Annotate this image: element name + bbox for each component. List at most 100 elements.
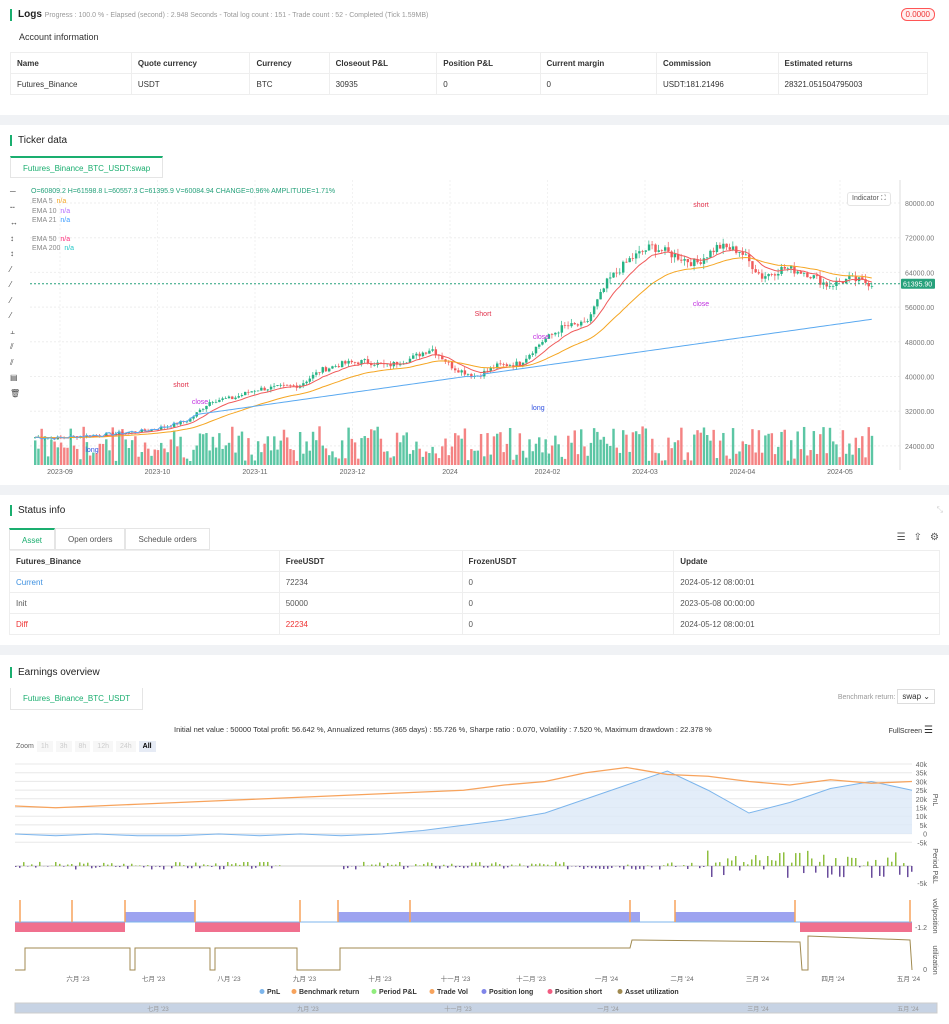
tab-ticker-symbol[interactable]: Futures_Binance_BTC_USDT:swap: [10, 156, 164, 178]
volume-bar: [783, 429, 786, 465]
fullscreen-button[interactable]: FullScreen ☰: [889, 725, 933, 736]
upload-icon[interactable]: ⇪: [913, 532, 923, 543]
period-pnl-bar: [415, 864, 417, 866]
candle: [796, 271, 799, 274]
indicator-button[interactable]: Indicator ⛶: [847, 192, 891, 206]
period-pnl-bar: [79, 862, 81, 866]
ema-line-fast: [34, 249, 872, 439]
drawing-tool-icon[interactable]: ↕: [10, 233, 14, 243]
drawing-tool-icon[interactable]: ⁄: [10, 280, 12, 289]
legend-item[interactable]: Position long: [489, 989, 533, 996]
volume-bar: [101, 443, 105, 465]
ema-value: n/a: [56, 198, 67, 205]
volume-bar: [76, 448, 79, 465]
range-navigator[interactable]: [14, 1002, 938, 1014]
volume-bar: [234, 452, 237, 465]
volume-bar: [686, 452, 690, 465]
period-pnl-bar: [207, 865, 209, 866]
volume-bar: [53, 441, 56, 465]
period-pnl-bar: [379, 862, 381, 866]
zoom-option-24h[interactable]: 24h: [115, 741, 136, 752]
legend-item[interactable]: PnL: [267, 989, 281, 996]
drawing-tool-icon[interactable]: ╌: [10, 202, 15, 212]
tab-earnings-symbol[interactable]: Futures_Binance_BTC_USDT: [10, 688, 144, 710]
legend-item[interactable]: Asset utilization: [625, 989, 679, 996]
candle: [825, 282, 828, 287]
legend-item[interactable]: Trade Vol: [437, 989, 468, 996]
period-pnl-bar: [595, 866, 597, 869]
drawing-tool-icon[interactable]: ⫽: [10, 357, 14, 367]
period-pnl-bar: [131, 863, 133, 866]
expand-icon[interactable]: ⛶: [880, 195, 886, 202]
volume-bar: [676, 440, 680, 465]
benchmark-select[interactable]: swap ⌄: [897, 689, 935, 704]
volume-bar: [214, 447, 218, 465]
drawing-tool-icon[interactable]: 🗑: [10, 388, 21, 398]
candle: [189, 418, 192, 422]
drawing-tool-icon[interactable]: ⫽: [10, 342, 14, 351]
volume-bar: [702, 427, 706, 465]
zoom-option-3h[interactable]: 3h: [55, 741, 72, 752]
volume-bar: [289, 449, 292, 465]
ema-legend: EMA 5 n/a EMA 10 n/a EMA 21 n/a EMA 50 n/a E…: [32, 198, 74, 255]
volume-bar: [340, 440, 344, 465]
candle: [237, 396, 240, 398]
period-pnl-bar: [235, 863, 237, 866]
period-pnl-bar: [535, 864, 537, 866]
period-pnl-bar: [735, 856, 737, 866]
volume-bar: [638, 434, 641, 465]
period-pnl-bar: [687, 866, 689, 869]
asset-col-header: Update: [673, 550, 940, 572]
period-pnl-bar: [263, 862, 265, 866]
volume-bar: [134, 436, 137, 465]
x-tick-label: 2023-10: [145, 469, 171, 476]
pnl-area: [15, 771, 912, 836]
tab-schedule-orders[interactable]: Schedule orders: [125, 528, 210, 550]
ema-name: EMA 50: [32, 235, 57, 243]
trade-marker: short: [693, 202, 709, 209]
drawing-tool-icon[interactable]: ⁄: [10, 311, 12, 320]
collapse-icon[interactable]: ⤡: [936, 505, 943, 514]
tab-asset[interactable]: Asset: [9, 528, 56, 550]
drawing-tool-icon[interactable]: ▤: [10, 373, 18, 382]
drawing-tool-icon[interactable]: ─: [10, 187, 16, 196]
period-pnl-bar: [15, 866, 17, 867]
drawing-tool-icon[interactable]: ↕: [10, 249, 14, 258]
volume-bar: [308, 450, 312, 465]
period-pnl-bar: [91, 866, 93, 869]
settings-icon[interactable]: ⚙: [930, 532, 939, 543]
volume-bar: [437, 458, 441, 465]
legend-item[interactable]: Benchmark return: [299, 989, 359, 996]
list-icon[interactable]: ☰: [896, 532, 906, 543]
tab-open-orders[interactable]: Open orders: [55, 528, 126, 550]
zoom-option-8h[interactable]: 8h: [74, 741, 91, 752]
period-pnl-bar: [247, 861, 249, 866]
x-tick-label: 九月 '23: [293, 974, 317, 983]
volume-bar: [298, 431, 302, 465]
candle: [231, 396, 234, 400]
period-pnl-bar: [503, 866, 505, 869]
zoom-option-12h[interactable]: 12h: [93, 741, 113, 752]
drawing-tool-icon[interactable]: ⫠: [10, 326, 15, 336]
legend-item[interactable]: Position short: [555, 989, 603, 996]
candle: [282, 384, 286, 386]
period-pnl-bar: [771, 860, 773, 866]
x-tick-label: 2024-04: [730, 469, 756, 476]
drawing-tool-icon[interactable]: ⁄: [10, 264, 12, 274]
drawing-tool-icon[interactable]: ↔: [10, 218, 18, 227]
volume-bar: [227, 442, 231, 465]
candlestick-chart[interactable]: 80000.00 72000.00 64000.00 56000.00 48000.00…: [0, 180, 949, 480]
drawing-tool-icon[interactable]: ⁄: [10, 295, 12, 305]
volume-bar: [715, 458, 719, 465]
legend-item[interactable]: Period P&L: [379, 989, 417, 996]
earnings-chart[interactable]: 40k35k30k25k20k15k10k5k0-5k-5k-1.20PnLPe…: [0, 754, 949, 1024]
volume-bar: [386, 451, 389, 465]
menu-icon[interactable]: ☰: [924, 725, 933, 736]
volume-bar: [790, 440, 793, 465]
candle: [554, 332, 557, 335]
period-pnl-bar: [899, 866, 901, 875]
zoom-option-1h[interactable]: 1h: [36, 741, 53, 752]
zoom-option-All[interactable]: All: [138, 741, 156, 752]
volume-bar: [40, 428, 43, 465]
volume-bar: [751, 429, 754, 465]
